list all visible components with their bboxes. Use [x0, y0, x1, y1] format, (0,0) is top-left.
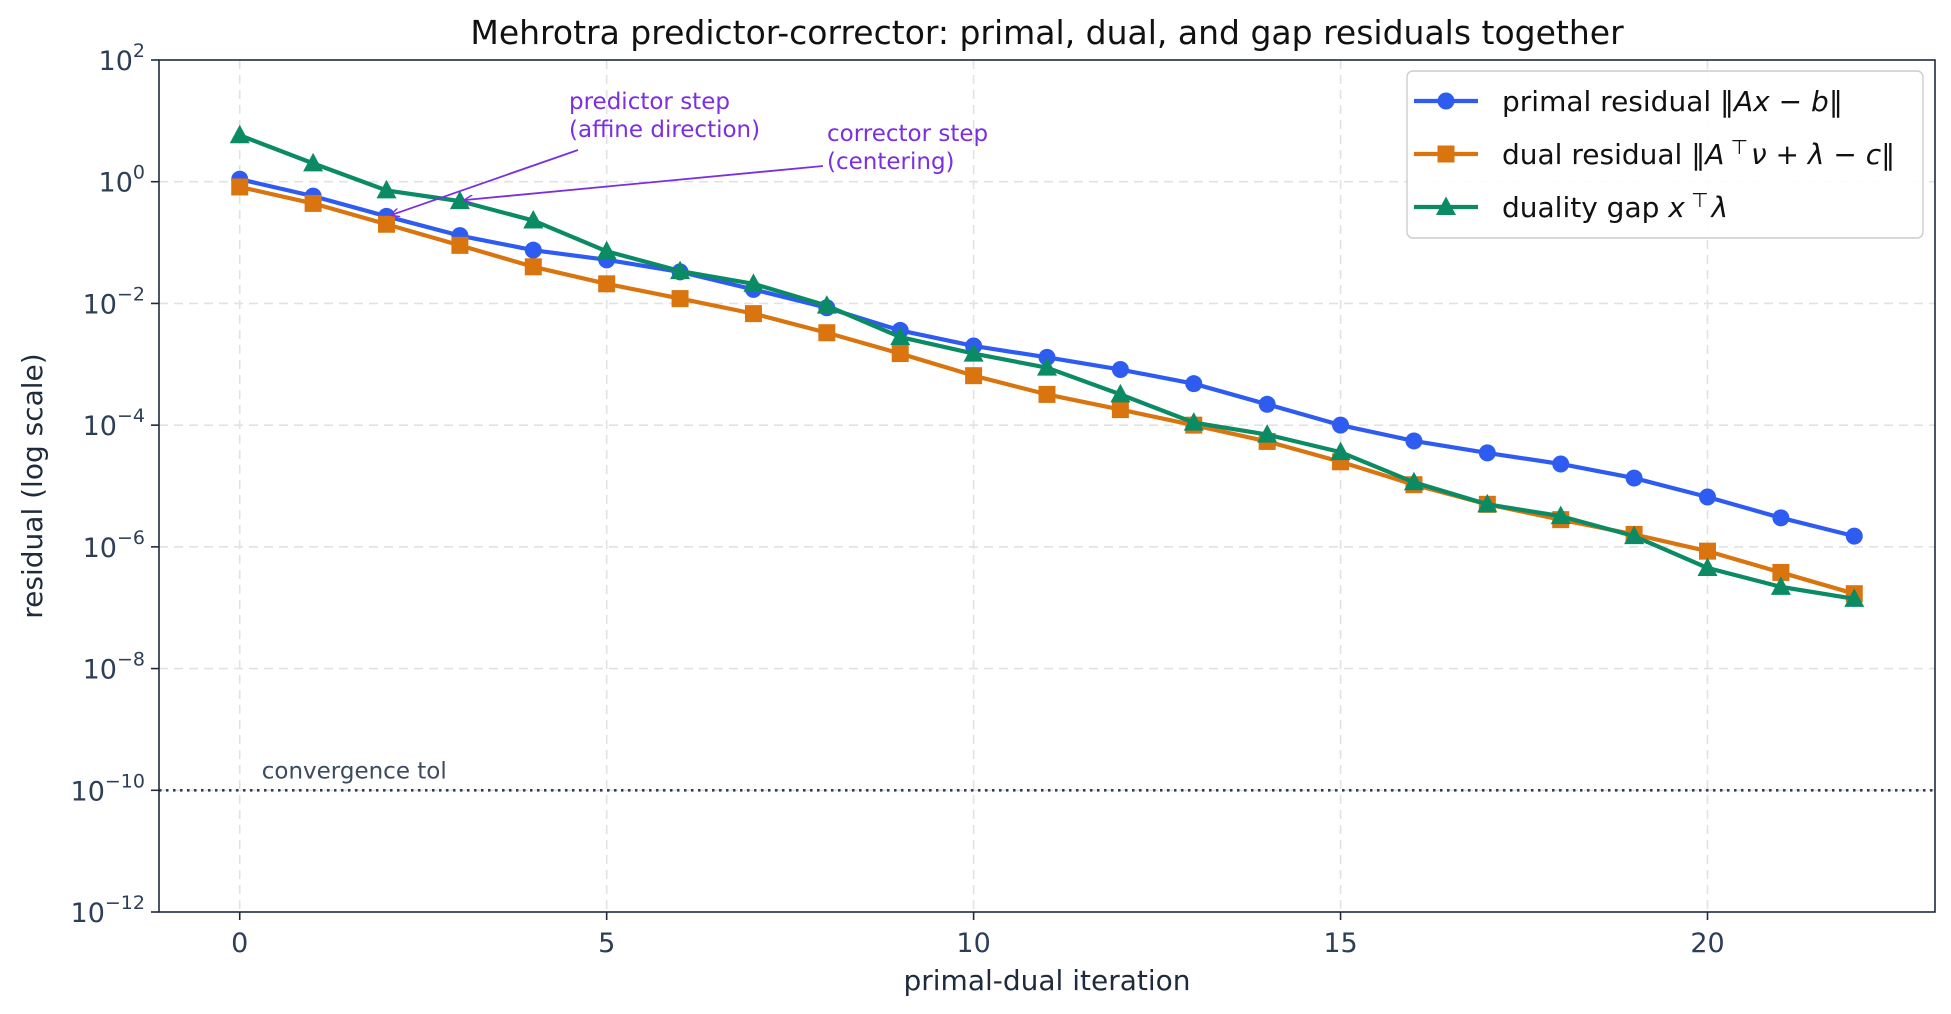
data-point	[1330, 441, 1351, 461]
convergence-tol-label: convergence tol	[262, 758, 447, 784]
data-point	[1403, 471, 1424, 491]
data-point	[376, 179, 397, 199]
annotation-text: corrector step (centering)	[827, 121, 988, 175]
data-point	[743, 273, 764, 292]
convergence-tolerance-line: convergence tol	[159, 758, 1935, 792]
data-point	[1437, 145, 1455, 163]
data-point	[1477, 493, 1498, 513]
x-tick-label: 10	[956, 928, 990, 959]
data-point	[965, 367, 983, 385]
annotation-arrow	[391, 149, 579, 215]
data-point	[1550, 505, 1571, 525]
annotation-arrow	[464, 165, 824, 200]
grid	[159, 60, 1935, 912]
data-point	[1437, 92, 1455, 110]
data-point	[596, 240, 617, 260]
data-point	[523, 210, 544, 229]
data-point	[598, 275, 616, 293]
data-point	[963, 343, 984, 362]
data-point	[818, 324, 836, 342]
data-point	[524, 258, 542, 276]
data-point	[1552, 455, 1570, 473]
data-point	[304, 194, 322, 212]
data-point	[816, 295, 837, 314]
legend-label: primal residual ‖Ax − b‖	[1502, 85, 1843, 118]
legend-label: dual residual ‖A ⊤ ν + λ − c‖	[1502, 135, 1895, 171]
data-point	[378, 215, 396, 233]
data-point	[1183, 412, 1204, 431]
y-tick-label: 10−4	[83, 405, 145, 442]
annotation-text: predictor step (affine direction)	[569, 89, 760, 143]
data-point	[1111, 401, 1129, 419]
x-tick-label: 0	[231, 928, 248, 959]
data-point	[744, 305, 762, 323]
data-point	[1624, 525, 1645, 545]
legend-entry: primal residual ‖Ax − b‖	[1414, 85, 1843, 118]
data-point	[524, 241, 542, 259]
y-tick-label: 10−6	[83, 527, 145, 564]
legend-box	[1406, 70, 1924, 239]
data-point	[890, 326, 911, 346]
x-tick-label: 20	[1690, 928, 1724, 959]
data-point	[1405, 432, 1423, 450]
series-triangle	[229, 124, 1865, 607]
y-tick-label: 10−8	[83, 649, 145, 686]
data-point	[1772, 563, 1790, 581]
data-point	[1698, 488, 1716, 506]
data-point	[1185, 375, 1203, 393]
x-tick-label: 15	[1323, 928, 1357, 959]
data-point	[449, 190, 470, 210]
data-point	[671, 290, 689, 308]
data-point	[231, 178, 249, 196]
data-point	[1844, 588, 1865, 607]
plot-frame	[158, 59, 1936, 913]
data-point	[1111, 361, 1129, 379]
data-point	[1436, 196, 1456, 215]
data-point	[1332, 416, 1350, 434]
y-tick-label: 10−2	[83, 283, 145, 320]
legend-entry: duality gap x ⊤ λ	[1414, 188, 1728, 224]
annotations: predictor step (affine direction) correcto…	[391, 89, 988, 215]
data-point	[891, 345, 909, 363]
y-axis-ticks: 102 100 10−2 10−4 10−6 10−8 10−10 10−12	[71, 40, 159, 929]
data-point	[1697, 557, 1718, 576]
data-point	[1478, 444, 1496, 462]
data-point	[1110, 383, 1131, 403]
data-point	[451, 236, 469, 254]
x-tick-label: 5	[598, 928, 615, 959]
data-point	[303, 152, 324, 172]
chart-title: Mehrotra predictor-corrector: primal, du…	[470, 13, 1624, 52]
x-axis-label: primal-dual iteration	[903, 964, 1190, 997]
data-point	[1038, 385, 1056, 403]
series-layer	[229, 124, 1865, 607]
data-point	[1845, 527, 1863, 545]
data-point	[1625, 469, 1643, 487]
y-tick-label: 10−12	[71, 892, 145, 929]
y-axis-label: residual (log scale)	[16, 353, 49, 618]
data-point	[1772, 509, 1790, 527]
y-tick-label: 10−10	[71, 770, 145, 807]
y-tick-label: 102	[99, 40, 145, 77]
legend-label: duality gap x ⊤ λ	[1502, 188, 1728, 224]
x-axis-ticks: 0 5 10 15 20	[231, 912, 1725, 959]
data-point	[1037, 357, 1057, 376]
data-point	[1770, 576, 1791, 595]
legend-entry: dual residual ‖A ⊤ ν + λ − c‖	[1414, 135, 1895, 171]
y-tick-label: 100	[99, 162, 145, 199]
data-point	[1257, 424, 1278, 443]
data-point	[1698, 542, 1716, 560]
legend: primal residual ‖Ax − b‖ dual residual ‖A…	[1406, 70, 1924, 239]
data-point	[670, 260, 691, 280]
data-point	[1258, 395, 1276, 413]
data-point	[229, 124, 250, 144]
